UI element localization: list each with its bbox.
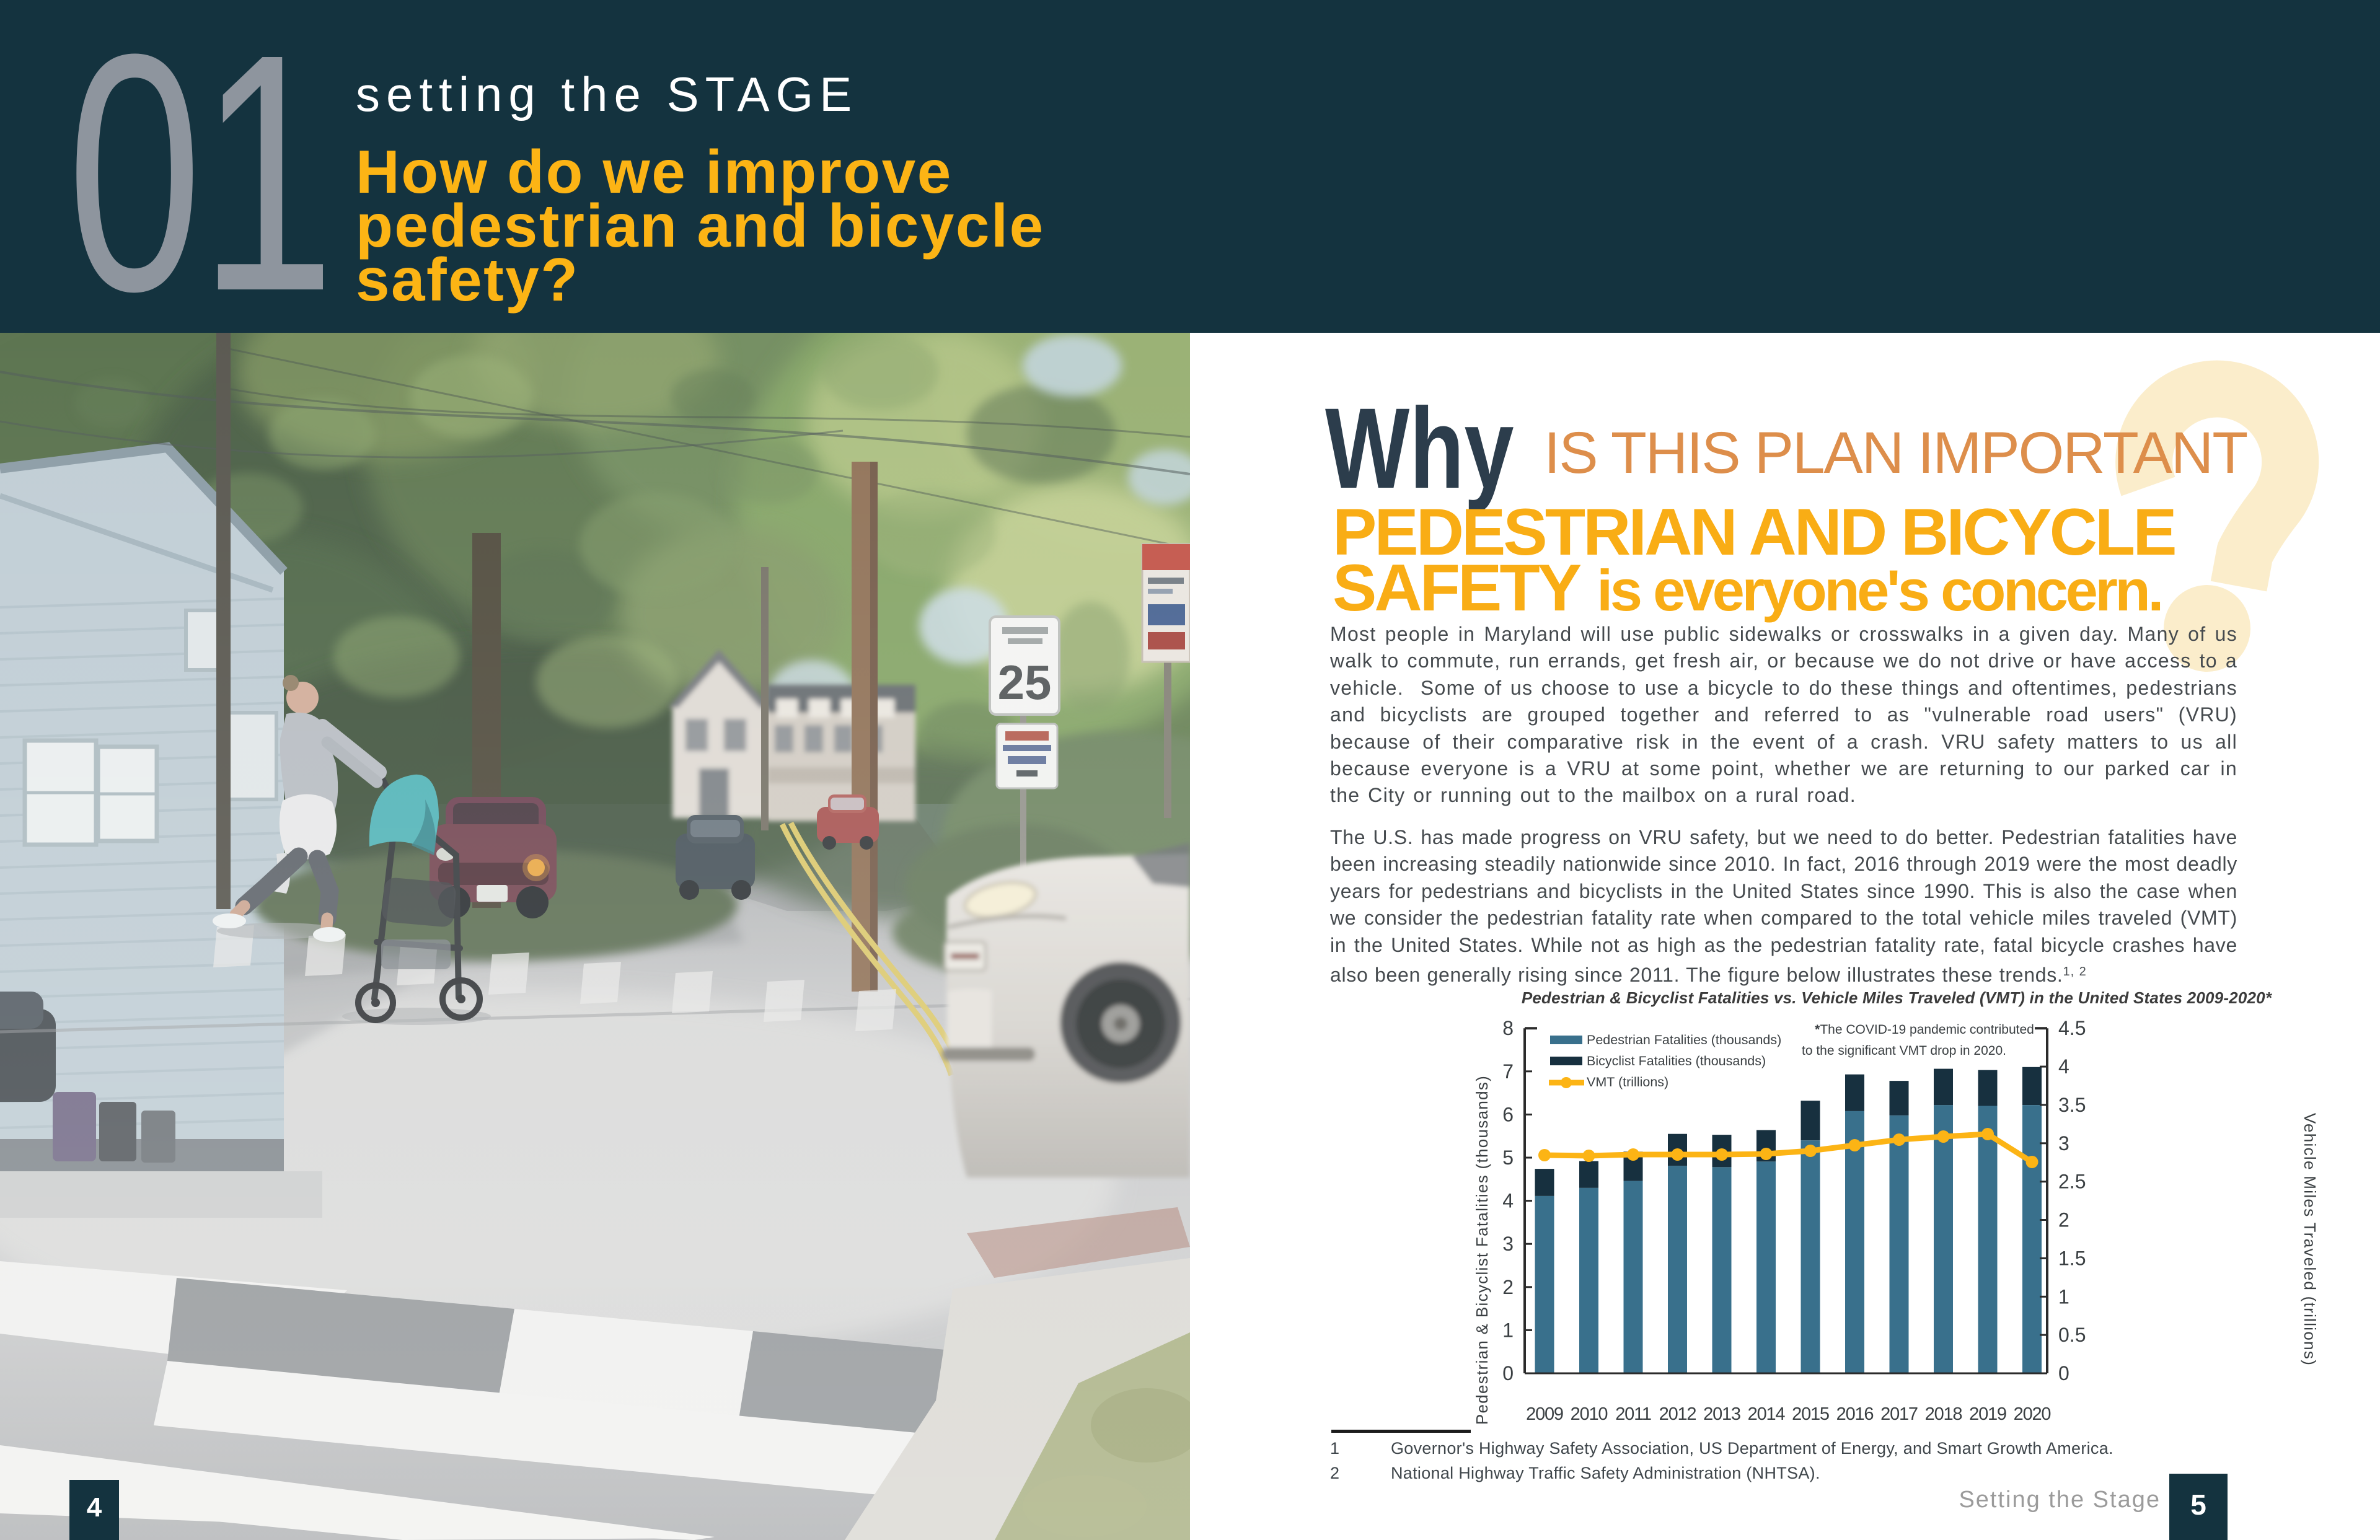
svg-text:5: 5: [1502, 1146, 1514, 1169]
svg-text:2012: 2012: [1659, 1404, 1696, 1424]
svg-text:3: 3: [1502, 1233, 1514, 1255]
svg-text:0: 0: [2058, 1362, 2069, 1384]
svg-text:2019: 2019: [1969, 1404, 2006, 1424]
svg-text:Pedestrian & Bicyclist Fatalit: Pedestrian & Bicyclist Fatalities (thous…: [1473, 1075, 1491, 1425]
svg-text:2013: 2013: [1703, 1404, 1740, 1424]
svg-text:*The COVID-19 pandemic contrib: *The COVID-19 pandemic contributed: [1815, 1023, 2034, 1037]
svg-text:0: 0: [1502, 1362, 1514, 1384]
svg-text:7: 7: [1502, 1060, 1514, 1083]
svg-text:2011: 2011: [1615, 1404, 1651, 1424]
svg-text:Pedestrian Fatalities (thousan: Pedestrian Fatalities (thousands): [1587, 1032, 1781, 1047]
svg-text:2015: 2015: [1792, 1404, 1829, 1424]
svg-text:1.5: 1.5: [2058, 1247, 2086, 1269]
svg-text:VMT (trillions): VMT (trillions): [1587, 1075, 1668, 1089]
svg-text:2010: 2010: [1571, 1404, 1608, 1424]
svg-text:6: 6: [1502, 1103, 1514, 1125]
svg-text:2016: 2016: [1836, 1404, 1874, 1424]
svg-text:2020: 2020: [2014, 1404, 2051, 1424]
svg-text:Vehicle Miles Traveled (trilli: Vehicle Miles Traveled (trillions): [2301, 1113, 2319, 1366]
svg-text:Bicyclist Fatalities (thousand: Bicyclist Fatalities (thousands): [1587, 1054, 1766, 1068]
svg-text:4: 4: [2058, 1055, 2069, 1078]
svg-text:2: 2: [1502, 1276, 1514, 1298]
svg-text:8: 8: [1502, 1017, 1514, 1039]
svg-text:0.5: 0.5: [2058, 1324, 2086, 1346]
svg-text:2: 2: [2058, 1209, 2069, 1231]
svg-text:3: 3: [2058, 1132, 2069, 1155]
svg-text:4.5: 4.5: [2058, 1017, 2086, 1039]
svg-text:3.5: 3.5: [2058, 1094, 2086, 1116]
svg-text:2017: 2017: [1880, 1404, 1918, 1424]
svg-text:2018: 2018: [1925, 1404, 1962, 1424]
svg-text:2014: 2014: [1748, 1404, 1786, 1424]
svg-text:1: 1: [1502, 1319, 1514, 1341]
svg-text:to the significant VMT drop in: to the significant VMT drop in 2020.: [1802, 1044, 2006, 1058]
svg-text:4: 4: [1502, 1190, 1514, 1212]
svg-text:2.5: 2.5: [2058, 1171, 2086, 1193]
svg-text:2009: 2009: [1526, 1404, 1563, 1424]
svg-text:1: 1: [2058, 1285, 2069, 1308]
